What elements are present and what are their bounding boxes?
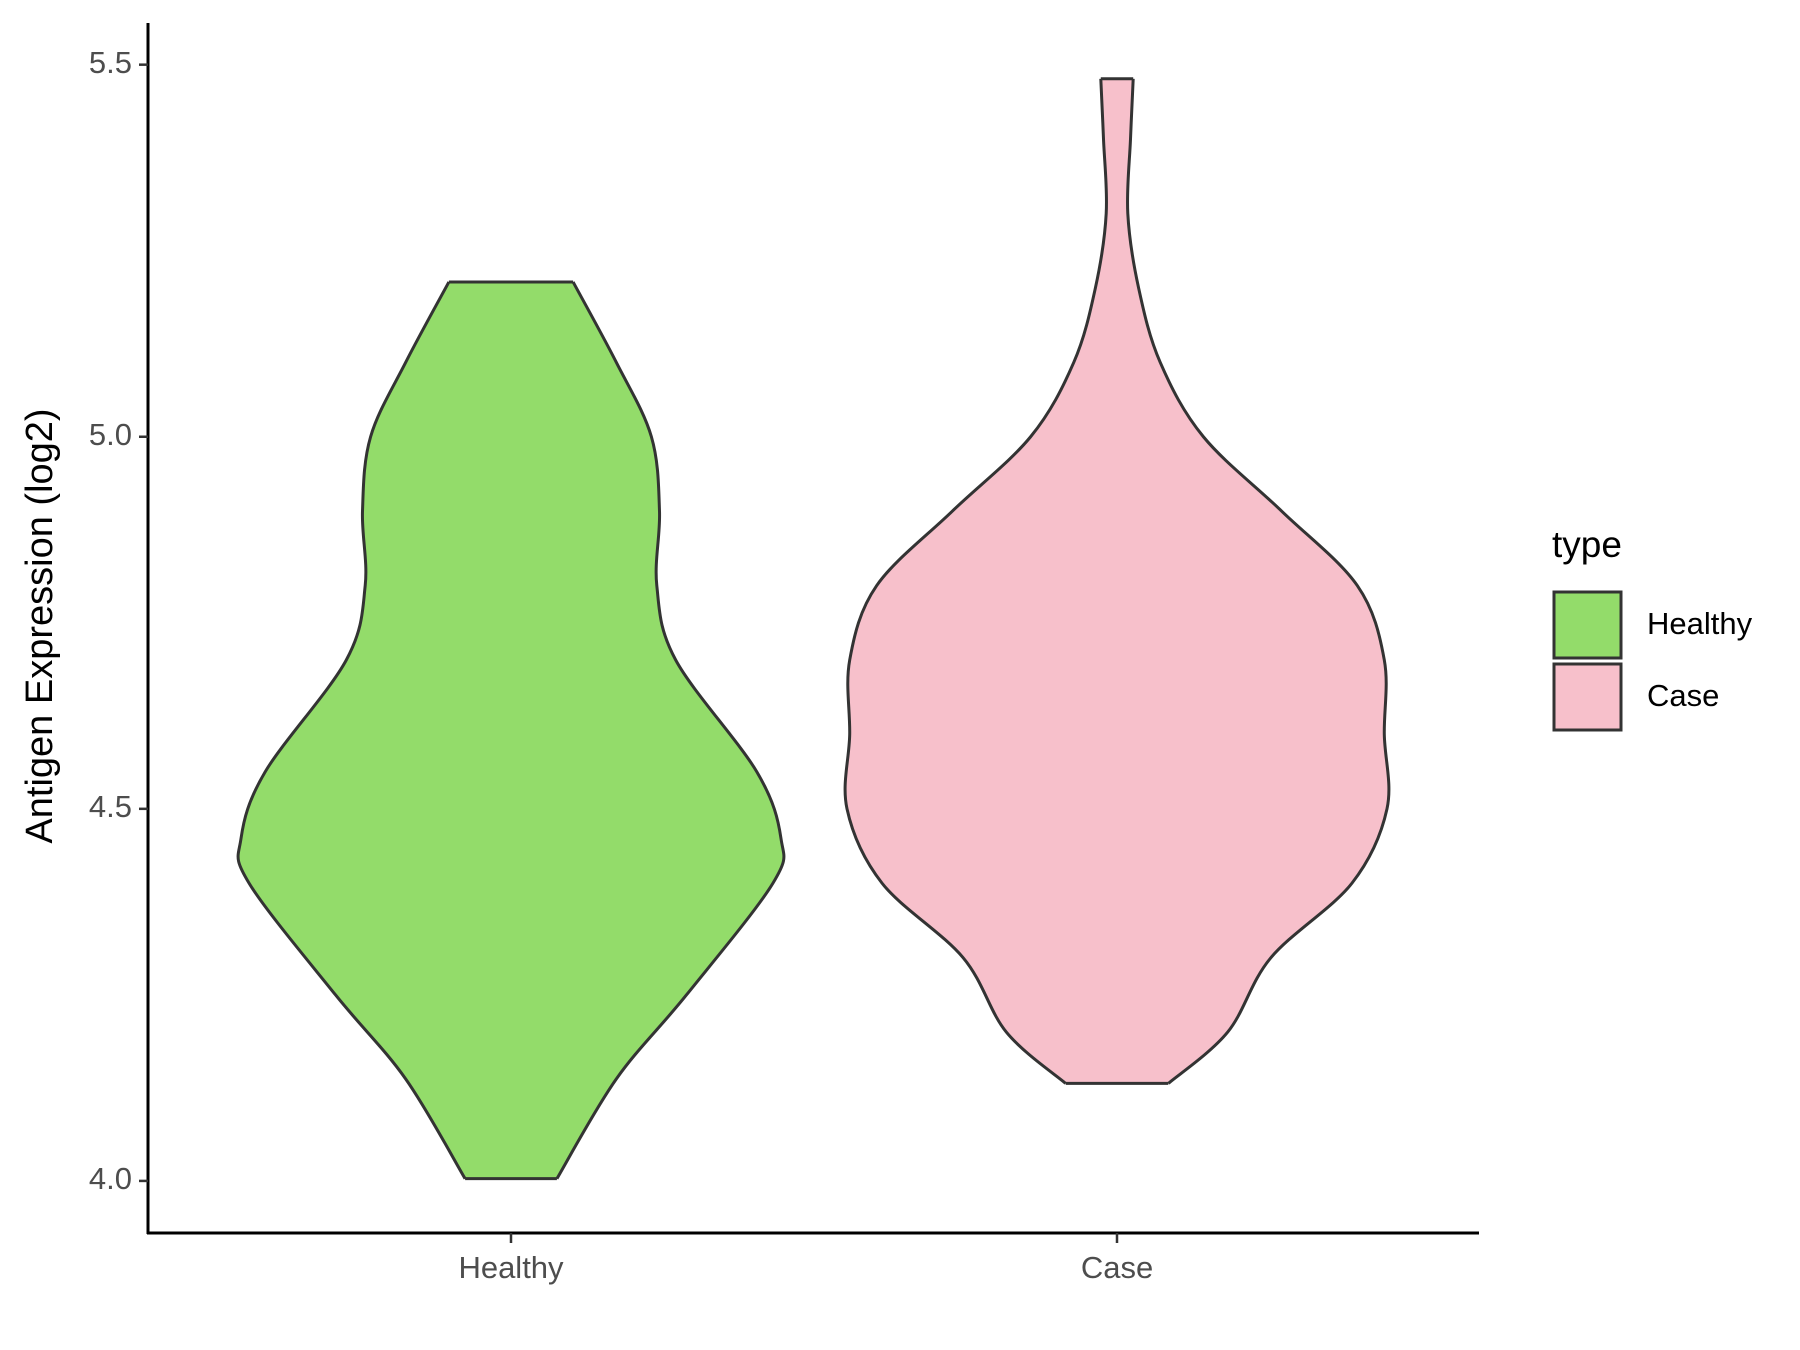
y-tick-label: 4.5 — [89, 789, 132, 824]
violin-half — [845, 78, 1117, 1084]
violin-outline — [236, 281, 467, 1180]
y-tick-label: 4.0 — [89, 1161, 132, 1196]
violin-half — [511, 281, 784, 1179]
y-tick-label: 5.0 — [89, 417, 132, 452]
violin-outline — [1125, 78, 1391, 1085]
violin-outline — [555, 281, 786, 1180]
violin-half — [1117, 78, 1389, 1084]
violin-outline — [843, 78, 1109, 1085]
y-tick-label: 5.5 — [89, 45, 132, 80]
legend-key — [1552, 662, 1623, 732]
violin-half — [238, 281, 511, 1179]
legend-label: Healthy — [1647, 606, 1753, 641]
legend-title: type — [1552, 524, 1622, 565]
x-tick-label: Healthy — [458, 1250, 564, 1285]
legend-key — [1552, 590, 1623, 660]
y-axis-title: Antigen Expression (log2) — [19, 408, 61, 843]
legend-label: Case — [1647, 678, 1719, 713]
x-tick-label: Case — [1081, 1250, 1153, 1285]
